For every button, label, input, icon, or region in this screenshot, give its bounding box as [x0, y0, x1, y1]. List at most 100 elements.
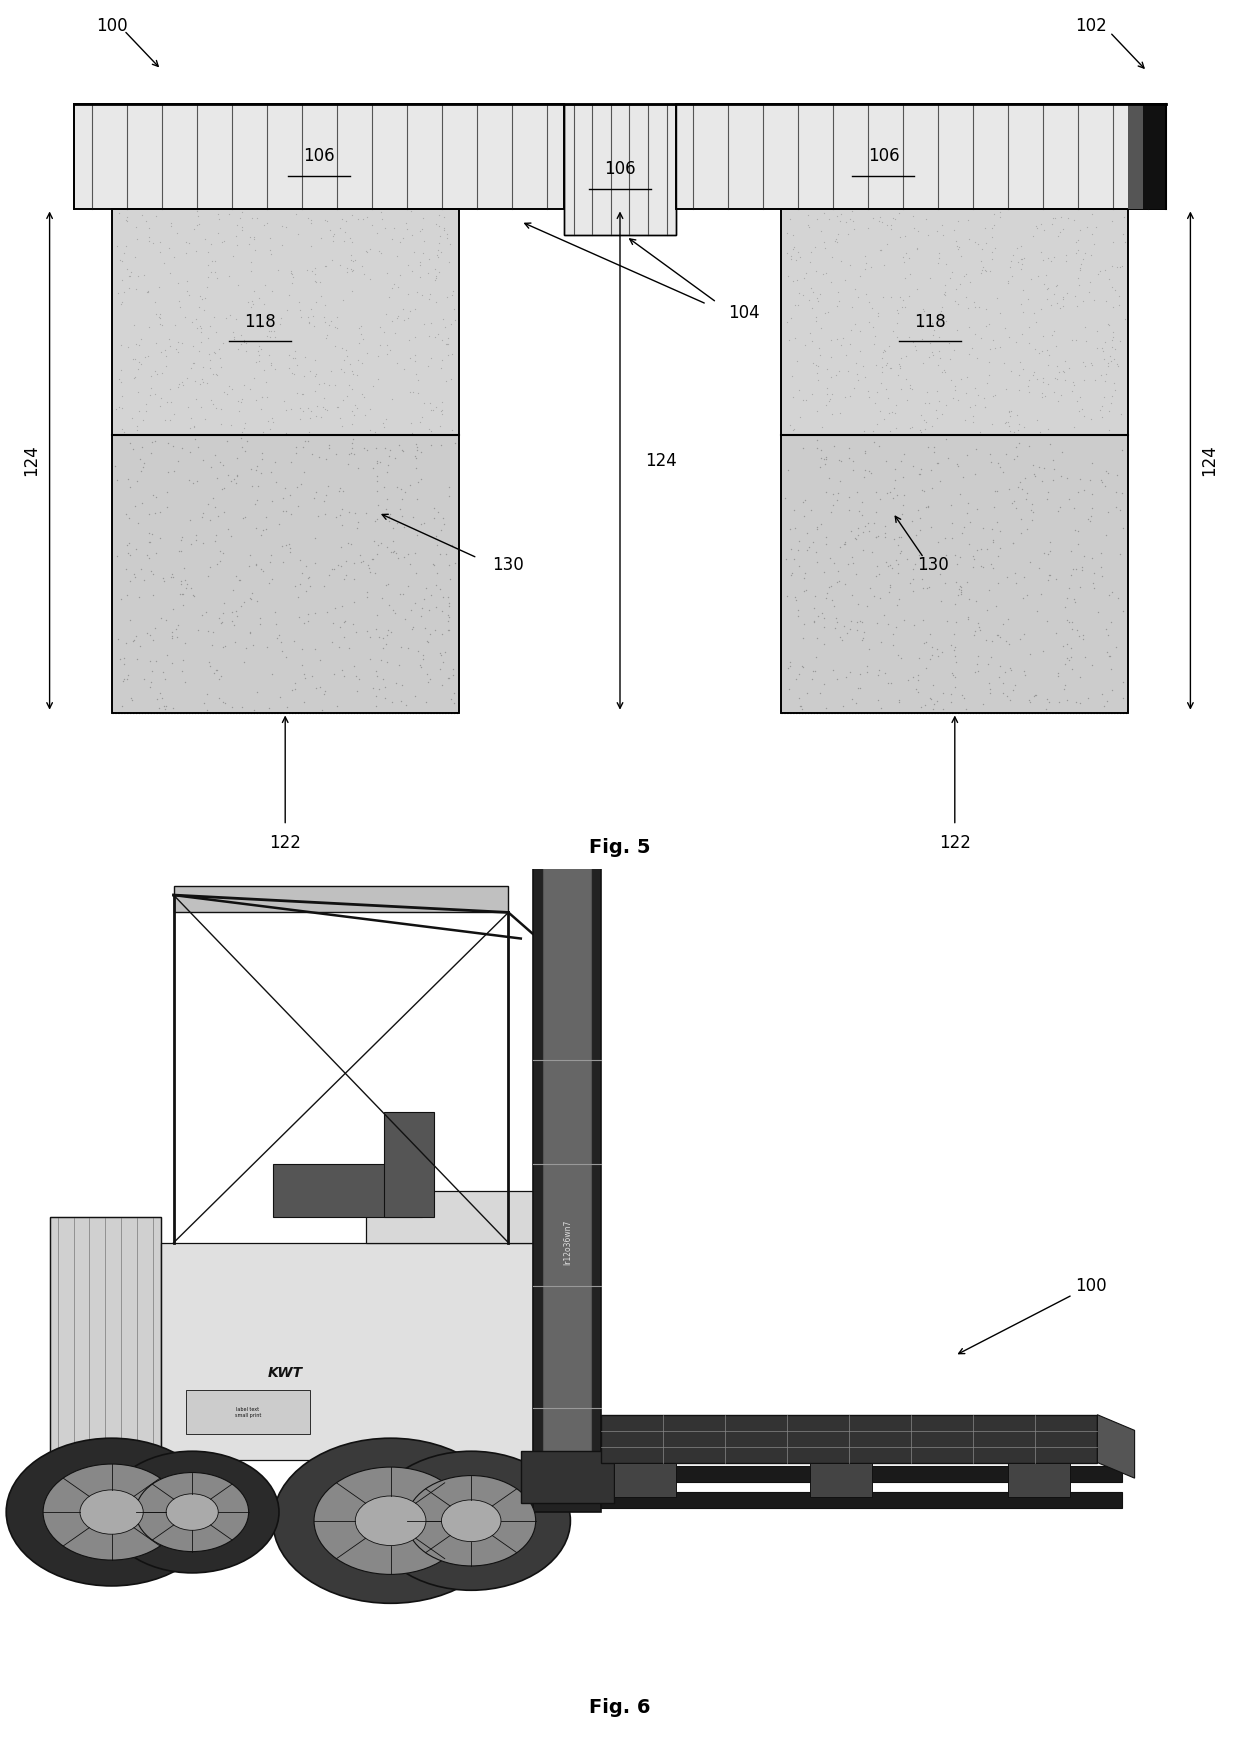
Point — [1038, 478, 1058, 506]
Point — [914, 629, 934, 657]
Point — [105, 452, 125, 480]
Point — [1092, 468, 1112, 495]
Point — [174, 554, 193, 582]
Point — [305, 600, 325, 627]
Point — [966, 294, 986, 322]
Point — [445, 549, 465, 577]
Point — [792, 652, 812, 680]
Point — [407, 433, 427, 461]
Point — [913, 476, 932, 504]
Point — [150, 238, 170, 266]
Point — [112, 692, 131, 720]
Point — [314, 572, 334, 600]
Point — [434, 203, 454, 231]
Bar — [781, 434, 1128, 713]
Point — [140, 673, 160, 700]
Point — [848, 514, 868, 542]
Text: 104: 104 — [728, 304, 760, 322]
Point — [942, 659, 962, 687]
Point — [227, 445, 247, 473]
Point — [1018, 285, 1038, 313]
Point — [957, 568, 977, 596]
Point — [241, 584, 260, 612]
Point — [262, 278, 281, 306]
Point — [906, 235, 926, 262]
Point — [885, 205, 905, 233]
Point — [910, 415, 930, 443]
Point — [971, 535, 991, 563]
Point — [1024, 681, 1044, 709]
Point — [929, 245, 949, 273]
Point — [441, 339, 461, 367]
Point — [1017, 480, 1037, 507]
Point — [441, 309, 461, 337]
Point — [331, 355, 351, 382]
Point — [799, 202, 818, 229]
Point — [242, 205, 262, 233]
Point — [920, 328, 940, 356]
Point — [254, 290, 274, 318]
Point — [418, 259, 438, 287]
Point — [236, 634, 255, 662]
Point — [149, 693, 169, 721]
Point — [223, 577, 243, 605]
Point — [901, 375, 921, 403]
Point — [232, 693, 252, 721]
Point — [956, 379, 976, 407]
Point — [1090, 396, 1110, 424]
Point — [429, 212, 449, 240]
Point — [244, 363, 264, 391]
Point — [249, 332, 269, 360]
Point — [1110, 327, 1130, 355]
Point — [941, 492, 961, 520]
Point — [125, 563, 145, 591]
Point — [119, 530, 139, 558]
Point — [288, 582, 308, 610]
Point — [439, 551, 459, 579]
Point — [854, 457, 874, 485]
Point — [842, 198, 862, 226]
Point — [946, 608, 966, 636]
Point — [145, 539, 165, 567]
Point — [838, 443, 858, 471]
Point — [878, 669, 898, 697]
Point — [203, 391, 223, 419]
Point — [156, 353, 176, 381]
Point — [172, 591, 192, 619]
Point — [929, 323, 949, 351]
Point — [193, 447, 213, 474]
Point — [169, 370, 188, 398]
Point — [279, 341, 299, 368]
Point — [877, 351, 897, 379]
Bar — [74, 104, 564, 209]
Point — [1024, 358, 1044, 386]
Point — [146, 328, 166, 356]
Point — [1023, 450, 1043, 478]
Point — [315, 308, 335, 335]
Point — [885, 546, 905, 574]
Point — [1047, 332, 1066, 360]
Circle shape — [273, 1439, 508, 1602]
Point — [1109, 292, 1128, 320]
Point — [929, 388, 949, 415]
Point — [1017, 580, 1037, 608]
Point — [293, 433, 312, 461]
Point — [206, 521, 226, 549]
Point — [367, 506, 387, 534]
Point — [982, 224, 1002, 252]
Point — [289, 289, 309, 316]
Point — [357, 238, 377, 266]
Point — [138, 541, 157, 568]
Point — [1023, 506, 1043, 534]
Point — [379, 591, 399, 619]
Point — [293, 396, 312, 424]
Point — [899, 323, 919, 351]
Point — [982, 214, 1002, 242]
Point — [877, 210, 897, 238]
Point — [186, 527, 206, 554]
Point — [367, 447, 387, 474]
Point — [957, 499, 977, 527]
Point — [298, 257, 317, 285]
Point — [429, 236, 449, 264]
Point — [197, 273, 217, 301]
